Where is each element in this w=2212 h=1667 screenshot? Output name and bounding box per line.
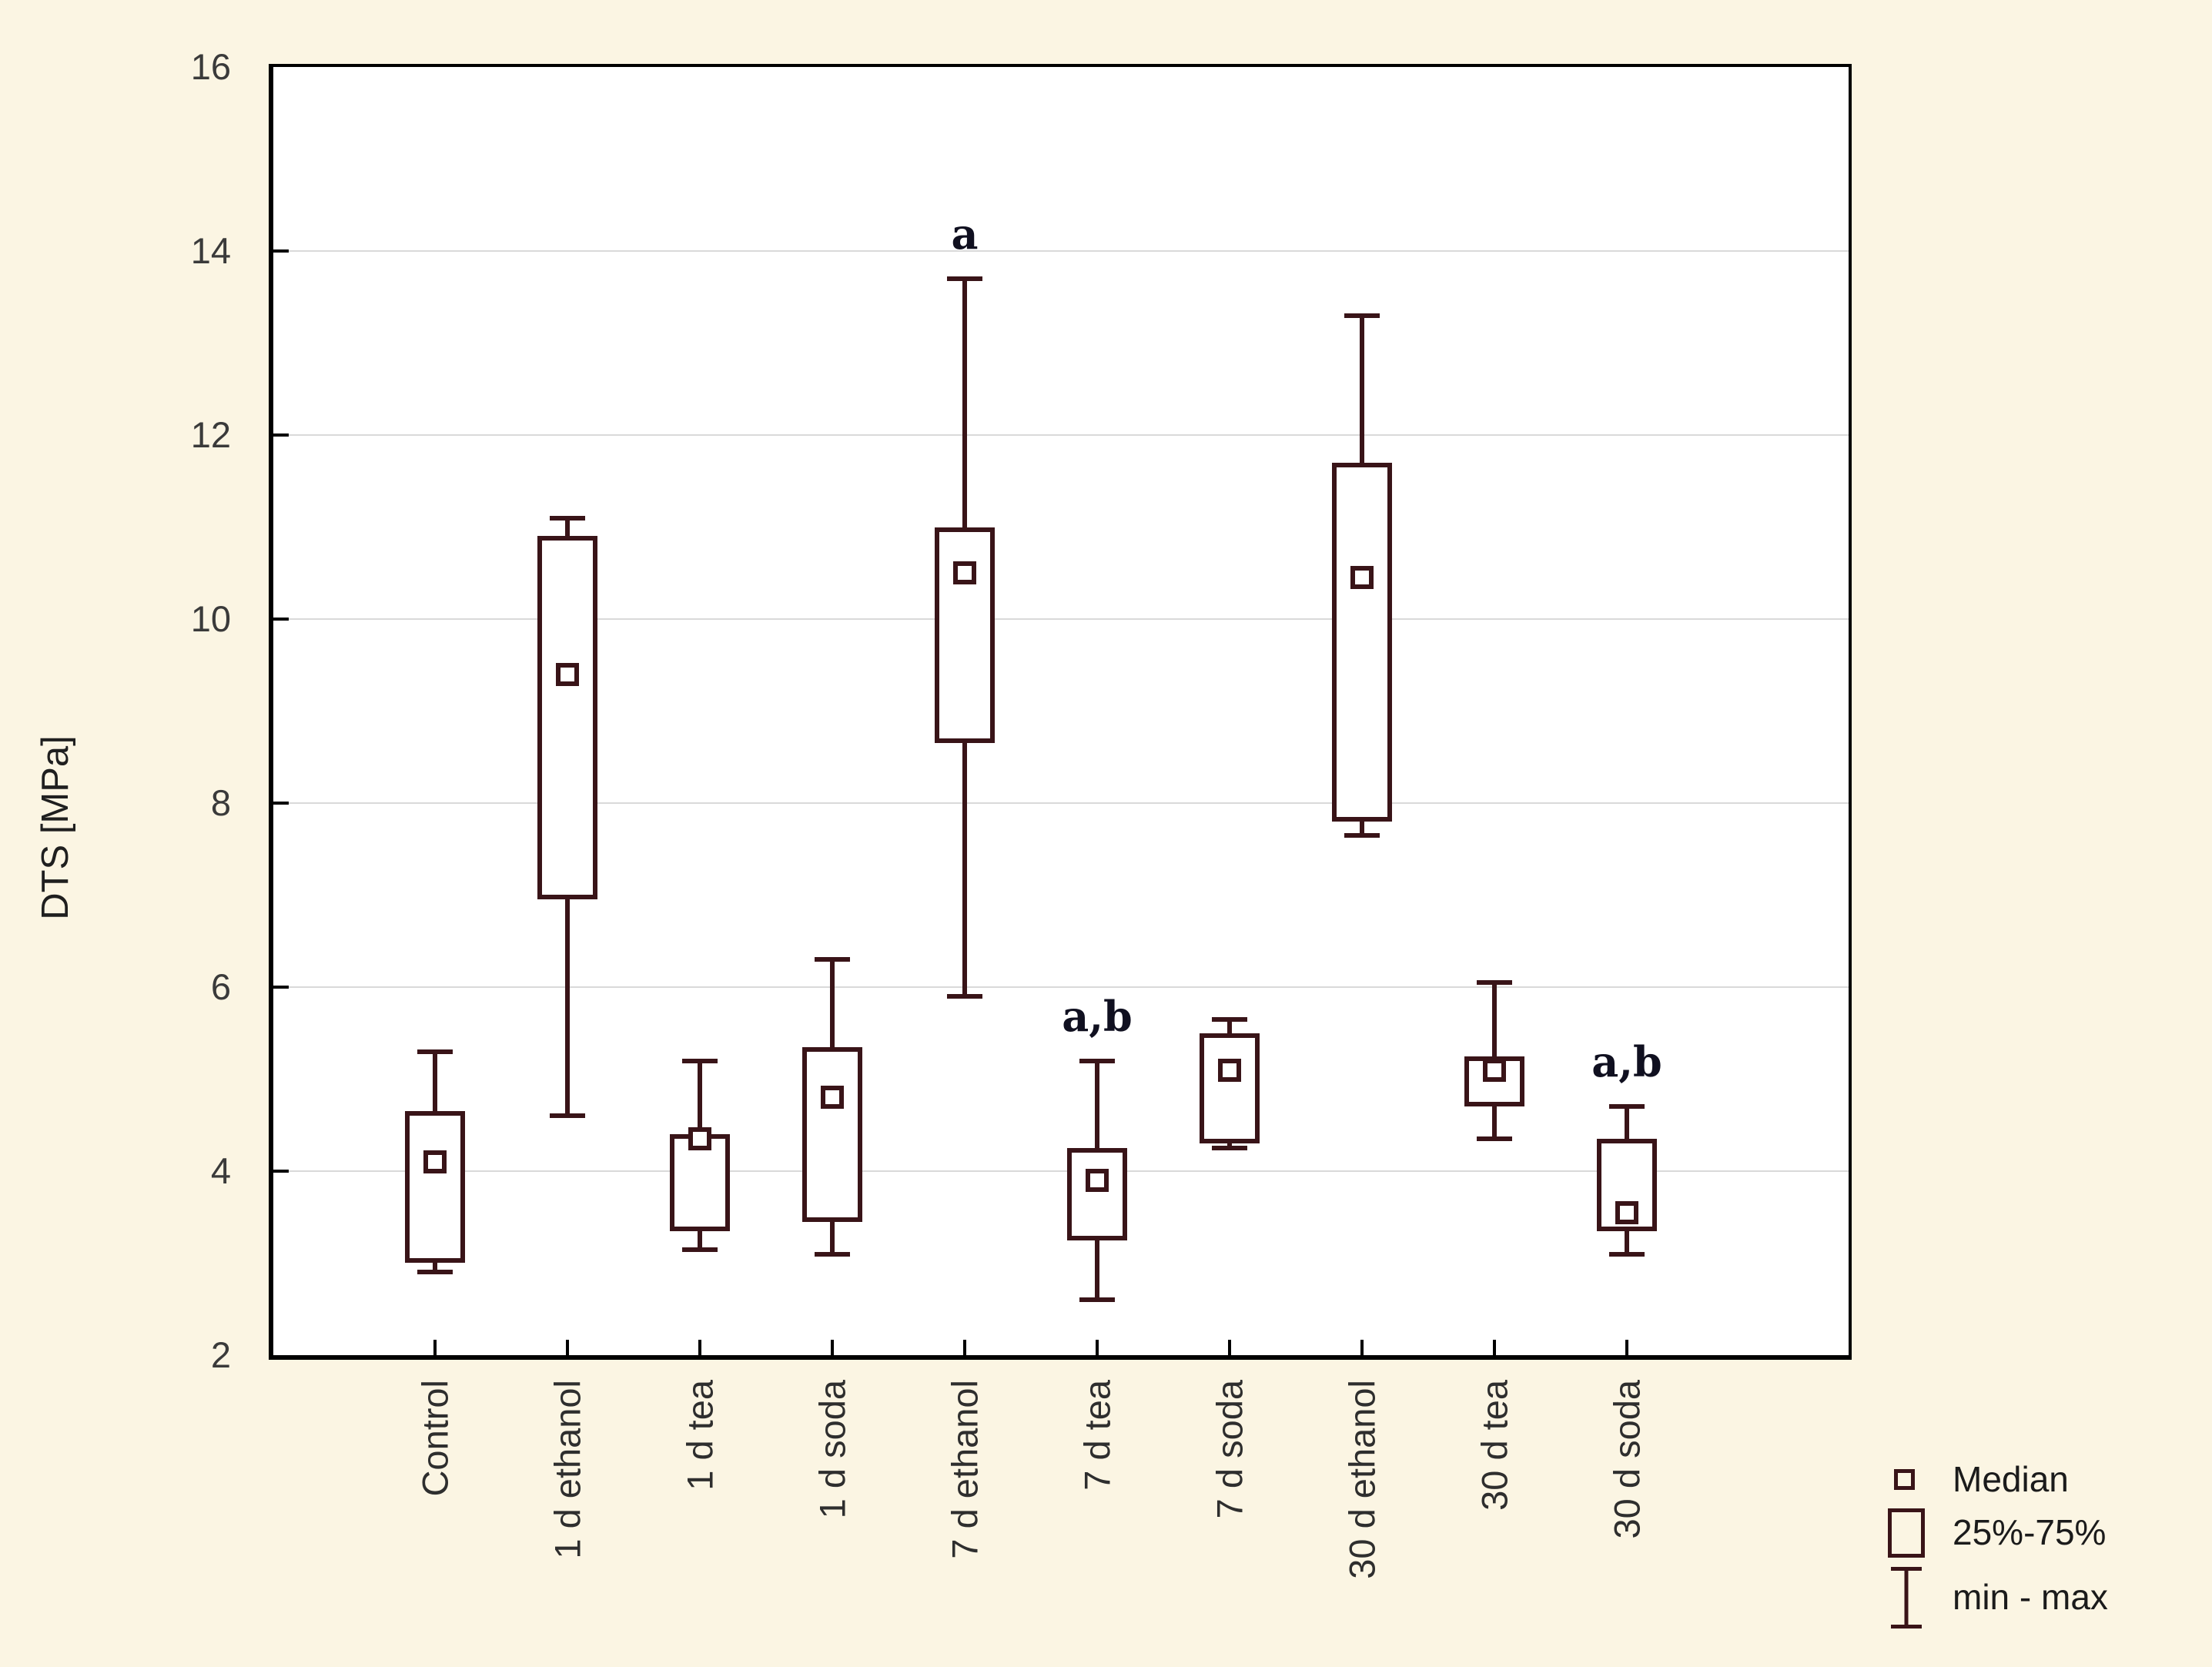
y-tick-label: 6 xyxy=(210,966,231,1007)
min-whisker-cap xyxy=(1477,1136,1512,1142)
iqr-box xyxy=(1597,1139,1657,1231)
category-label: Control xyxy=(414,1380,456,1497)
median-marker xyxy=(1350,566,1374,590)
median-marker xyxy=(953,561,976,585)
y-axis-title: DTS [MPa] xyxy=(35,735,76,920)
max-whisker-cap xyxy=(1079,1058,1115,1063)
x-axis-tick xyxy=(1096,1340,1099,1355)
max-whisker-cap xyxy=(1344,313,1380,318)
max-whisker-cap xyxy=(417,1049,453,1054)
category-label: 30 d ethanol xyxy=(1341,1380,1383,1579)
y-axis-tick xyxy=(273,433,289,437)
gridline xyxy=(273,434,1849,436)
x-axis-tick xyxy=(831,1340,834,1355)
iqr-box xyxy=(405,1111,465,1264)
max-whisker-cap xyxy=(1477,980,1512,986)
x-axis-tick xyxy=(963,1340,966,1355)
category-label: 1 d soda xyxy=(812,1380,853,1519)
median-marker xyxy=(821,1086,844,1110)
legend-label-iqr: 25%-75% xyxy=(1953,1512,2107,1553)
legend: Median 25%-75% min - max xyxy=(1888,1460,2108,1629)
max-whisker-cap xyxy=(1212,1016,1247,1022)
min-whisker-cap xyxy=(815,1251,850,1257)
x-axis-tick xyxy=(433,1340,437,1355)
x-axis-tick xyxy=(1493,1340,1496,1355)
median-marker xyxy=(423,1150,447,1174)
category-label: 1 d tea xyxy=(679,1380,721,1491)
iqr-box xyxy=(537,536,597,900)
category-label: 7 d ethanol xyxy=(944,1380,986,1559)
iqr-box xyxy=(1200,1033,1260,1144)
y-tick-label: 10 xyxy=(190,598,231,639)
y-axis-tick xyxy=(273,1170,289,1173)
min-max-whisker-icon xyxy=(1888,1566,1925,1629)
plot-area: a a,b a,b xyxy=(269,64,1852,1360)
x-axis-tick xyxy=(1625,1340,1628,1355)
x-axis-tick xyxy=(566,1340,569,1355)
iqr-box xyxy=(1067,1148,1127,1240)
median-marker xyxy=(1086,1168,1109,1192)
y-tick-label: 2 xyxy=(210,1334,231,1375)
median-marker xyxy=(1615,1200,1638,1224)
gridline xyxy=(273,986,1849,988)
max-whisker-cap xyxy=(1609,1104,1645,1110)
gridline xyxy=(273,250,1849,252)
legend-row-iqr: 25%-75% xyxy=(1888,1508,2108,1558)
y-tick-label: 14 xyxy=(190,230,231,271)
category-label: 1 d ethanol xyxy=(547,1380,588,1559)
min-whisker-cap xyxy=(1079,1297,1115,1303)
iqr-box xyxy=(935,527,995,744)
y-axis-tick xyxy=(273,618,289,621)
y-axis-tick xyxy=(273,249,289,253)
median-marker xyxy=(1218,1058,1241,1082)
y-tick-label: 12 xyxy=(190,414,231,455)
category-label: 30 d tea xyxy=(1474,1380,1515,1511)
max-whisker-cap xyxy=(947,276,982,281)
min-whisker-cap xyxy=(550,1113,585,1119)
max-whisker-cap xyxy=(682,1058,718,1063)
max-whisker-cap xyxy=(550,515,585,521)
min-whisker-cap xyxy=(682,1247,718,1252)
legend-row-minmax: min - max xyxy=(1888,1566,2108,1629)
significance-annotation: a,b xyxy=(1062,991,1133,1041)
category-label: 7 d soda xyxy=(1209,1380,1250,1519)
x-axis-tick xyxy=(698,1340,701,1355)
min-whisker-cap xyxy=(1609,1251,1645,1257)
legend-label-minmax: min - max xyxy=(1953,1577,2108,1618)
significance-annotation: a,b xyxy=(1591,1037,1662,1087)
max-whisker-cap xyxy=(815,957,850,962)
min-whisker-cap xyxy=(947,993,982,999)
significance-annotation: a xyxy=(951,209,979,259)
x-axis-tick xyxy=(1228,1340,1231,1355)
y-tick-label: 4 xyxy=(210,1150,231,1191)
category-label: 7 d tea xyxy=(1076,1380,1118,1491)
iqr-box xyxy=(802,1046,862,1222)
median-marker xyxy=(688,1127,711,1151)
y-tick-label: 16 xyxy=(190,46,231,87)
gridline xyxy=(273,1170,1849,1172)
legend-row-median: Median xyxy=(1888,1460,2108,1499)
y-tick-label: 8 xyxy=(210,782,231,823)
median-marker xyxy=(1483,1058,1506,1082)
min-whisker-cap xyxy=(1212,1146,1247,1151)
median-square-icon xyxy=(1894,1468,1915,1490)
iqr-box-icon xyxy=(1888,1508,1925,1558)
min-whisker-cap xyxy=(1344,832,1380,838)
y-axis-tick xyxy=(273,802,289,805)
category-label: 30 d soda xyxy=(1606,1380,1648,1539)
iqr-box xyxy=(1332,462,1392,822)
gridline xyxy=(273,802,1849,804)
median-marker xyxy=(556,662,579,686)
min-whisker-cap xyxy=(417,1270,453,1275)
x-axis-tick xyxy=(1360,1340,1364,1355)
legend-label-median: Median xyxy=(1953,1459,2069,1499)
y-axis-tick xyxy=(273,986,289,989)
gridline xyxy=(273,618,1849,620)
